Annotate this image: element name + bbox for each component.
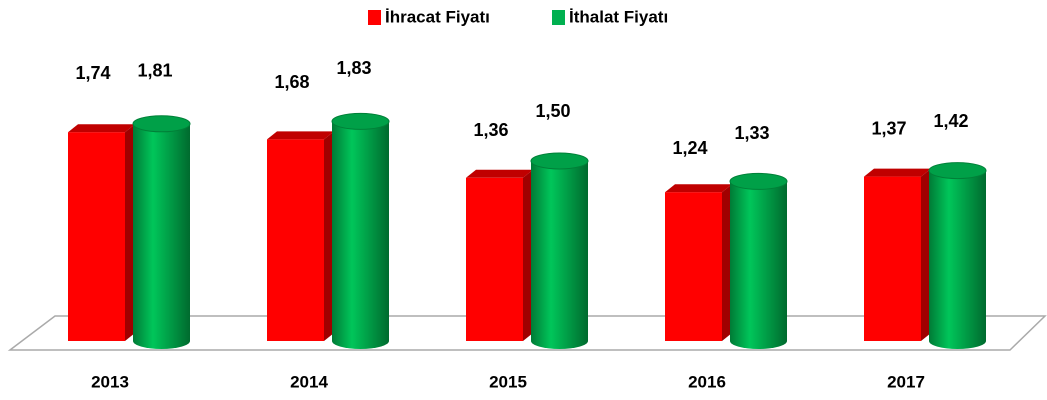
- bar-side: [921, 168, 931, 341]
- bar: [531, 161, 588, 349]
- legend-label: İhracat Fiyatı: [385, 7, 490, 26]
- bar: [864, 176, 921, 341]
- bar-top: [331, 112, 390, 130]
- bar: [68, 132, 125, 341]
- bar-top: [928, 162, 987, 180]
- bar-side: [722, 184, 732, 341]
- value-label: 1,24: [672, 138, 707, 158]
- bar-side: [324, 131, 334, 341]
- bar-side: [523, 169, 533, 341]
- bar-top: [267, 131, 334, 140]
- legend-swatch: [552, 10, 565, 25]
- bar-top: [68, 124, 135, 133]
- bar: [332, 121, 389, 350]
- bar-top: [530, 152, 589, 170]
- value-label: 1,74: [75, 63, 110, 83]
- bar: [267, 139, 324, 341]
- bar-top: [132, 115, 191, 133]
- value-label: 1,33: [734, 123, 769, 143]
- x-tick-label: 2013: [91, 372, 129, 391]
- value-label: 1,50: [535, 101, 570, 121]
- bar-top: [864, 168, 931, 177]
- bar: [466, 177, 523, 341]
- x-tick-label: 2017: [887, 372, 925, 391]
- value-label: 1,81: [137, 60, 172, 80]
- bar-top: [665, 184, 732, 193]
- bar-side: [125, 124, 135, 341]
- value-label: 1,36: [473, 120, 508, 140]
- bar-top: [466, 169, 533, 178]
- x-tick-label: 2014: [290, 372, 328, 391]
- legend-swatch: [368, 10, 381, 25]
- bar: [730, 181, 787, 349]
- value-label: 1,42: [933, 111, 968, 131]
- value-label: 1,68: [274, 72, 309, 92]
- value-label: 1,37: [871, 118, 906, 138]
- value-label: 1,83: [336, 58, 371, 78]
- floor: [7, 315, 1047, 351]
- bar: [665, 192, 722, 341]
- bar-top: [729, 172, 788, 190]
- x-tick-label: 2015: [489, 372, 527, 391]
- bar: [929, 170, 986, 349]
- x-tick-label: 2016: [688, 372, 726, 391]
- bar: [133, 123, 190, 349]
- legend-label: İthalat Fiyatı: [569, 7, 668, 26]
